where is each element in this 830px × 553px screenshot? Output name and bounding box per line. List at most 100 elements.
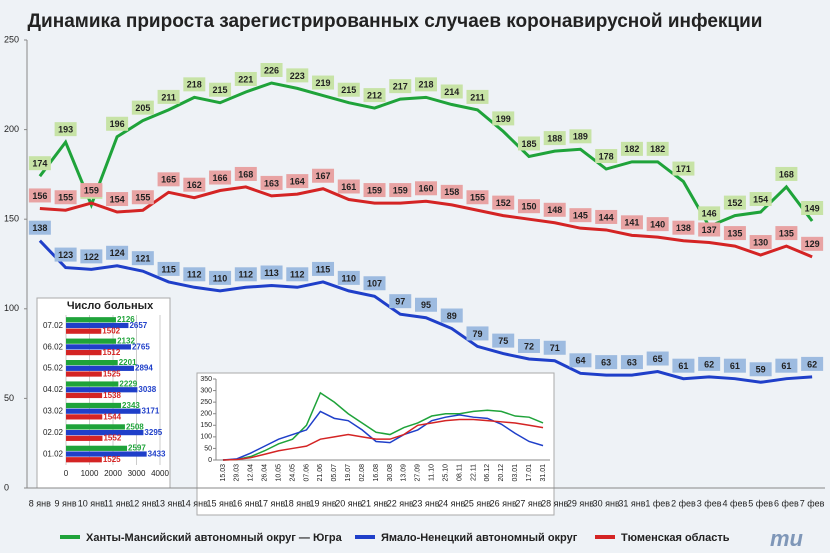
bar — [66, 338, 117, 344]
value-label: 3295 — [144, 428, 162, 437]
y-tick-label: 0 — [4, 482, 9, 492]
bar — [66, 344, 131, 350]
value-label-box — [466, 190, 489, 205]
x-tick-label: 31.01 — [540, 464, 547, 482]
x-tick-label: 12 янв — [129, 498, 156, 508]
x-tick-label: 23 янв — [412, 498, 439, 508]
x-tick-label: 29 янв — [567, 498, 594, 508]
value-label: 2201 — [119, 358, 137, 367]
value-label: 65 — [653, 354, 663, 364]
value-label: 226 — [264, 65, 279, 75]
value-label: 159 — [84, 185, 99, 195]
value-label-box — [672, 161, 695, 176]
value-label: 161 — [341, 182, 356, 192]
value-label-box — [389, 79, 412, 94]
x-tick-label: 18 янв — [284, 498, 311, 508]
y-tick-label: 07.02 — [43, 321, 64, 330]
x-tick-label: 2 фев — [671, 498, 696, 508]
value-label-box — [54, 247, 77, 262]
value-label: 71 — [550, 343, 560, 353]
bar — [66, 381, 119, 387]
bar — [66, 430, 144, 436]
value-label: 178 — [599, 151, 614, 161]
value-label-box — [80, 249, 103, 264]
value-label: 159 — [367, 185, 382, 195]
value-label: 1502 — [102, 327, 120, 336]
value-label: 135 — [727, 228, 742, 238]
series-line — [39, 185, 813, 259]
value-label-box — [775, 226, 798, 241]
value-label: 193 — [58, 125, 73, 135]
value-label: 159 — [393, 185, 408, 195]
x-tick-label: 12.04 — [248, 464, 255, 482]
x-tick-label: 8 янв — [29, 498, 51, 508]
y-tick-label: 300 — [200, 387, 212, 394]
value-label-box — [569, 208, 592, 223]
value-label: 115 — [161, 264, 176, 274]
value-label-box — [209, 270, 232, 285]
value-label: 135 — [779, 228, 794, 238]
value-label: 168 — [779, 169, 794, 179]
value-label: 212 — [367, 90, 382, 100]
value-label: 2126 — [117, 315, 135, 324]
y-tick-label: 200 — [4, 124, 19, 134]
value-label: 110 — [213, 273, 228, 283]
value-label-box — [286, 267, 309, 282]
y-tick-label: 02.02 — [43, 428, 64, 437]
value-label-box — [723, 358, 746, 373]
y-tick-label: 05.02 — [43, 364, 64, 373]
value-label-box — [595, 149, 618, 164]
x-tick-label: 26 янв — [490, 498, 517, 508]
value-label: 156 — [32, 191, 47, 201]
value-label-box — [801, 236, 824, 251]
value-label-box — [389, 183, 412, 198]
value-label-box — [415, 297, 437, 312]
value-label-box — [466, 89, 489, 104]
x-tick-label: 08.11 — [456, 464, 463, 481]
x-tick-label: 07.06 — [303, 464, 310, 482]
value-label-box — [492, 195, 515, 210]
bar — [66, 365, 135, 371]
value-label: 62 — [807, 359, 817, 369]
value-label-box — [492, 111, 515, 126]
value-label-box — [698, 222, 721, 237]
x-tick-label: 21.06 — [317, 464, 324, 482]
value-label-box — [209, 170, 232, 185]
x-tick-label: 27 янв — [515, 498, 542, 508]
value-label-box — [646, 141, 669, 156]
y-tick-label: 200 — [200, 411, 212, 418]
value-label: 138 — [676, 223, 691, 233]
value-label-box — [646, 351, 669, 366]
bar — [66, 402, 122, 409]
value-label: 72 — [524, 341, 534, 351]
x-tick-label: 24.05 — [289, 464, 296, 482]
value-label: 129 — [805, 239, 820, 249]
value-label-box — [723, 195, 746, 210]
y-tick-label: 150 — [4, 214, 19, 224]
value-label: 1552 — [103, 434, 121, 443]
legend-label: Ямало-Ненецкий автономный округ — [381, 532, 578, 544]
value-label: 61 — [730, 361, 740, 371]
legend-label: Ханты-Мансийский автономный округ — Югра — [86, 532, 343, 544]
value-label: 215 — [341, 85, 356, 95]
value-label-box — [209, 82, 232, 97]
value-label-box — [415, 181, 437, 196]
bar — [66, 424, 125, 430]
x-tick-label: 19.07 — [345, 464, 352, 482]
value-label-box — [466, 326, 489, 341]
value-label: 59 — [756, 365, 766, 375]
value-label: 2343 — [122, 401, 140, 410]
value-label: 188 — [547, 133, 562, 143]
value-label-box — [646, 217, 669, 232]
x-tick-label: 11.10 — [429, 464, 436, 481]
x-tick-label: 9 янв — [55, 498, 77, 508]
value-label-box — [131, 100, 154, 115]
bar — [66, 350, 102, 356]
value-label-box — [312, 168, 335, 183]
value-label-box — [363, 276, 386, 291]
value-label: 152 — [727, 198, 742, 208]
value-label-box — [672, 220, 695, 235]
value-label-box — [698, 356, 721, 371]
value-label: 219 — [316, 78, 331, 88]
value-label-box — [234, 71, 257, 86]
